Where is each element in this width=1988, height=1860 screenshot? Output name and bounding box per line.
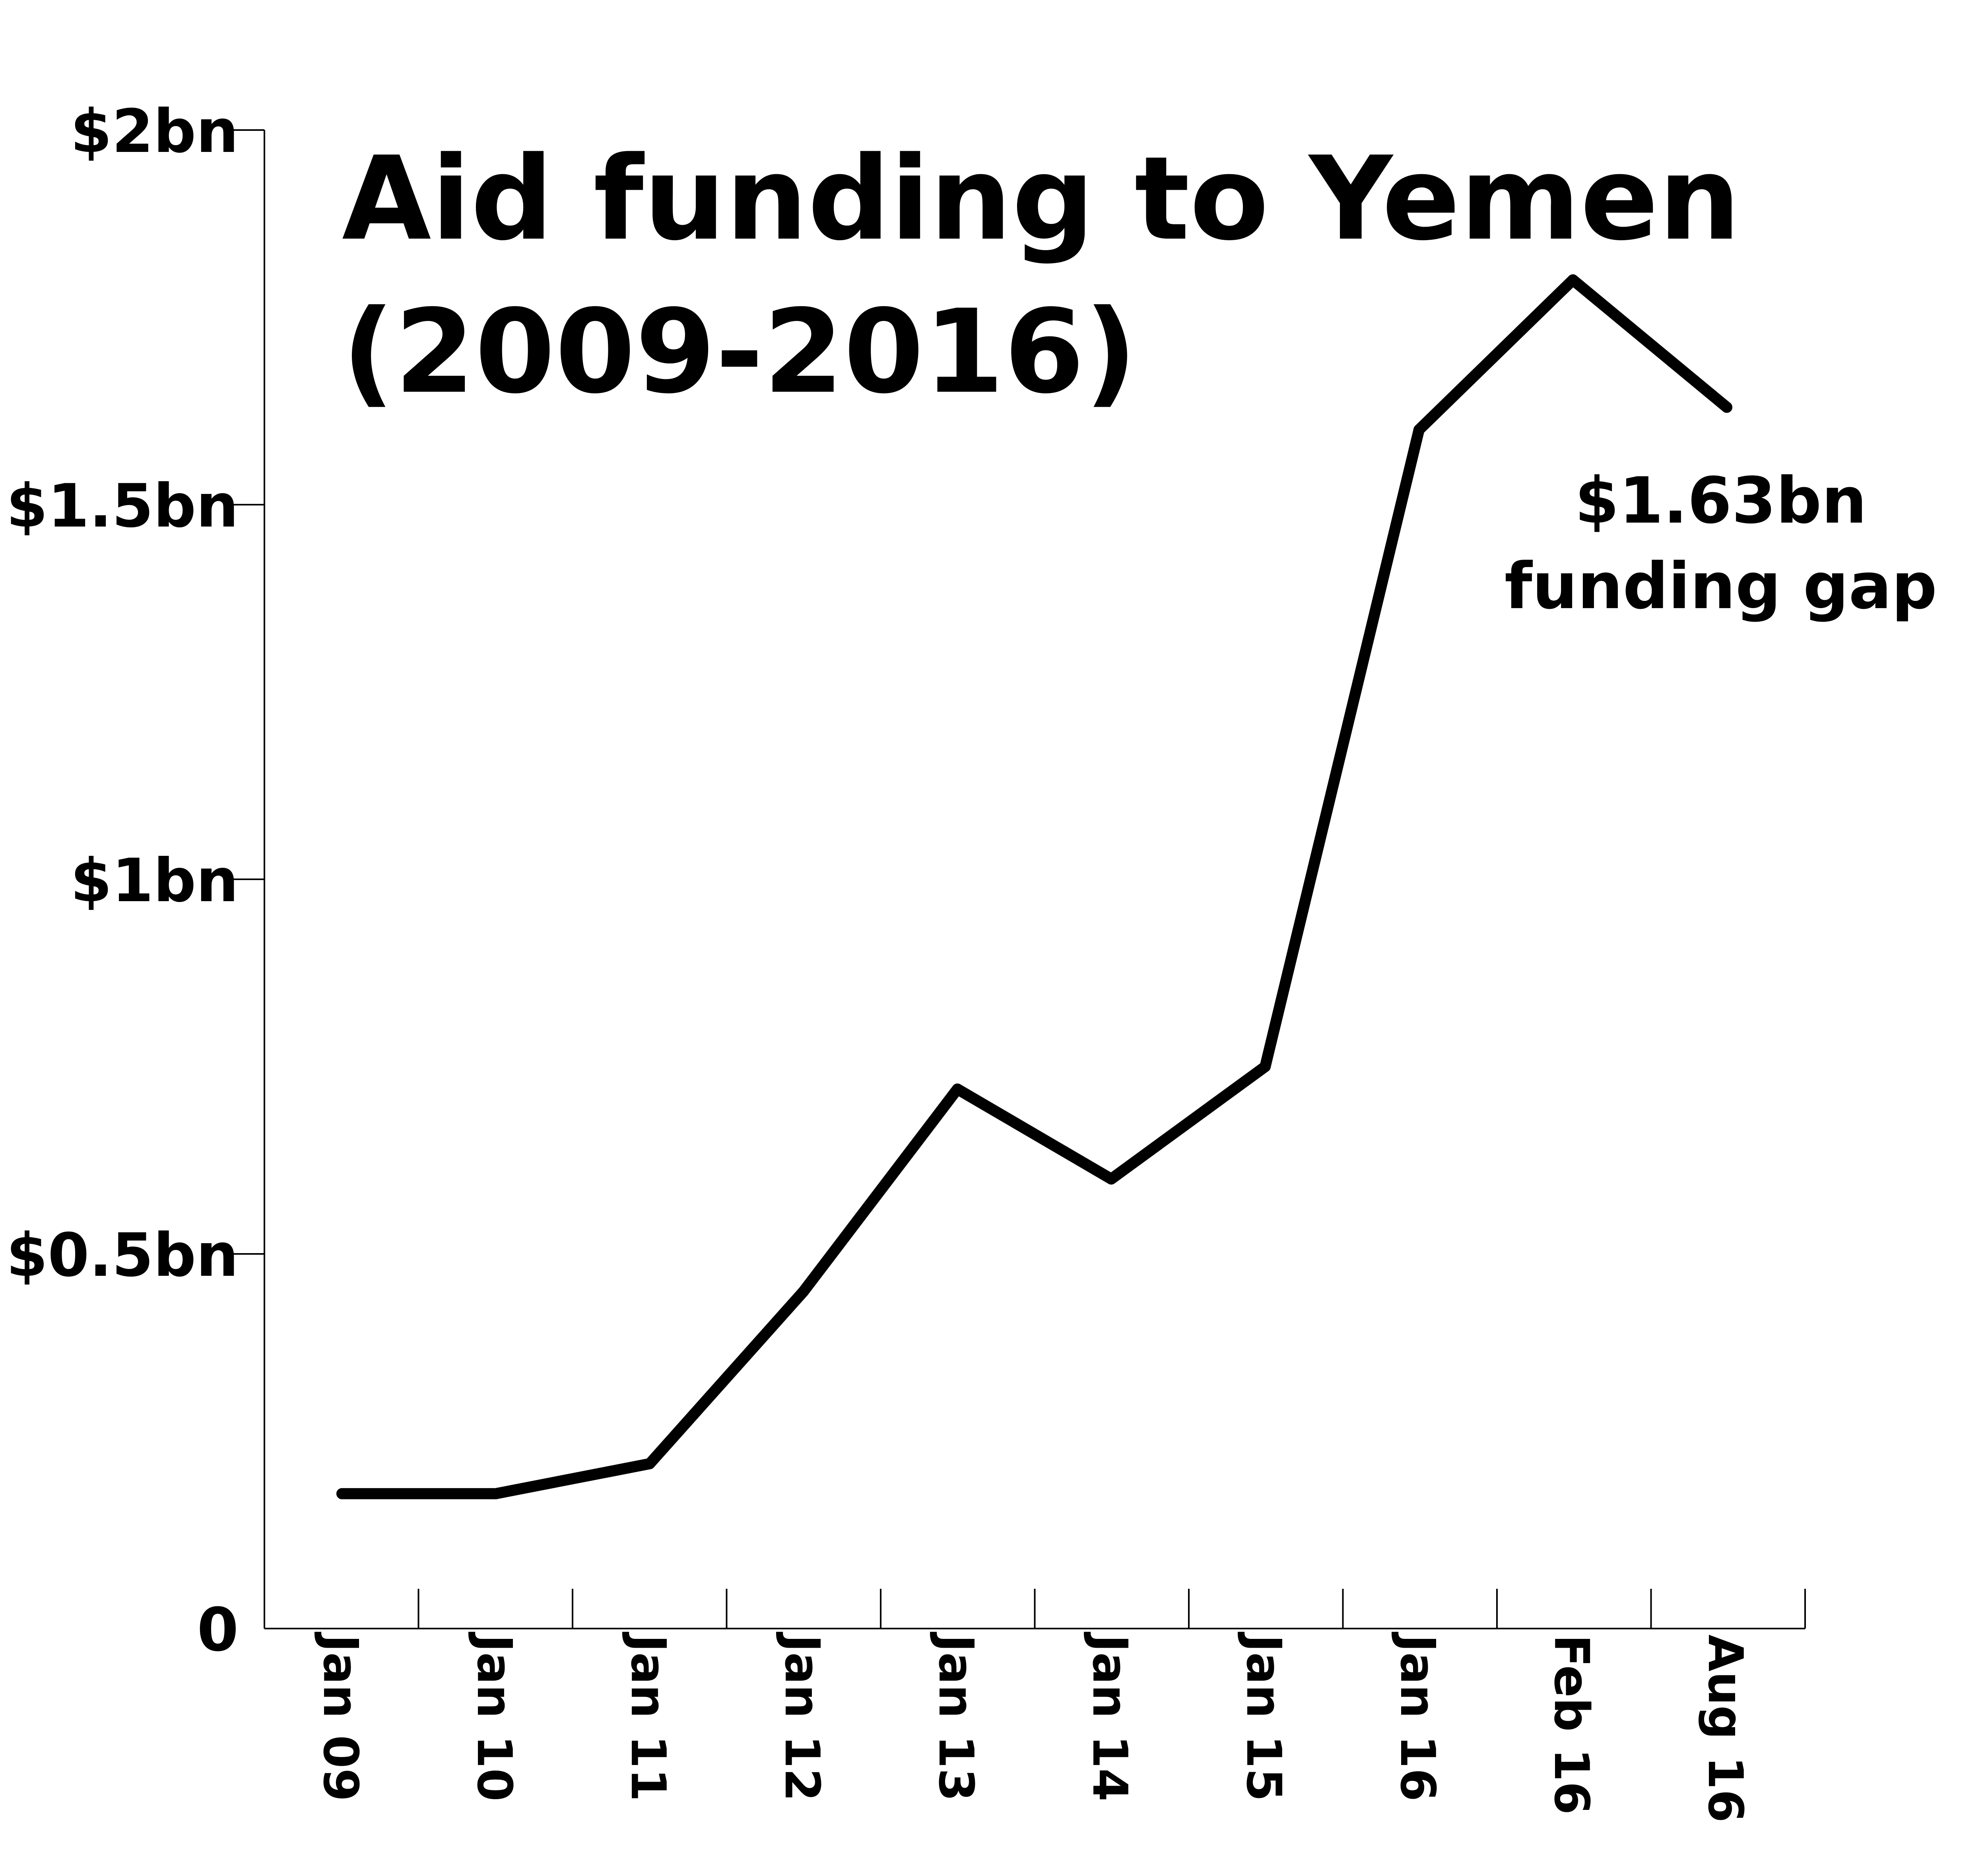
chart-title-line-1: Aid funding to Yemen xyxy=(342,132,1741,266)
data-point xyxy=(1721,402,1732,413)
data-point xyxy=(1106,1173,1117,1185)
x-tick-label: Jan 16 xyxy=(1390,1632,1445,1802)
x-tick-label: Jan 09 xyxy=(313,1632,368,1802)
chart-title-line-2: (2009-2016) xyxy=(342,285,1137,419)
x-tick-label: Jan 15 xyxy=(1236,1632,1291,1802)
annotation-line-2: funding gap xyxy=(1505,549,1937,623)
x-tick-label: Jan 12 xyxy=(774,1632,829,1802)
x-tick-label: Jan 14 xyxy=(1082,1632,1137,1802)
data-point xyxy=(490,1488,501,1499)
y-tick-label: $2bn xyxy=(70,97,239,166)
y-tick-label: $1bn xyxy=(70,846,239,915)
series-line-group xyxy=(336,274,1732,1499)
y-tick-label: $1.5bn xyxy=(6,472,239,541)
data-point xyxy=(798,1286,809,1297)
x-axis-ticks: Jan 09 Jan 10 Jan 11 Jan 12 Jan 13 Jan 14 Jan … xyxy=(313,1589,1806,1823)
chart-title: Aid funding to Yemen (2009-2016) xyxy=(342,132,1741,419)
x-tick-label: Jan 13 xyxy=(928,1632,983,1802)
data-point xyxy=(1413,424,1425,435)
x-tick-label: Feb 16 xyxy=(1543,1635,1599,1815)
data-point xyxy=(336,1488,348,1499)
annotation-line-1: $1.63bn xyxy=(1575,463,1867,538)
x-tick-label: Jan 10 xyxy=(466,1632,522,1802)
series-line xyxy=(336,274,1732,1499)
x-tick-label: Aug 16 xyxy=(1697,1635,1753,1823)
y-tick-label: $0.5bn xyxy=(6,1221,239,1290)
data-point xyxy=(952,1083,963,1095)
x-tick-label: Jan 11 xyxy=(620,1632,676,1802)
data-point xyxy=(1567,274,1578,286)
y-axis-ticks: 0 $0.5bn $1bn $1.5bn $2bn xyxy=(6,97,264,1665)
data-point xyxy=(1260,1061,1271,1072)
funding-gap-annotation: $1.63bn funding gap xyxy=(1505,463,1937,623)
data-point xyxy=(644,1458,655,1469)
y-tick-label: 0 xyxy=(197,1596,239,1665)
